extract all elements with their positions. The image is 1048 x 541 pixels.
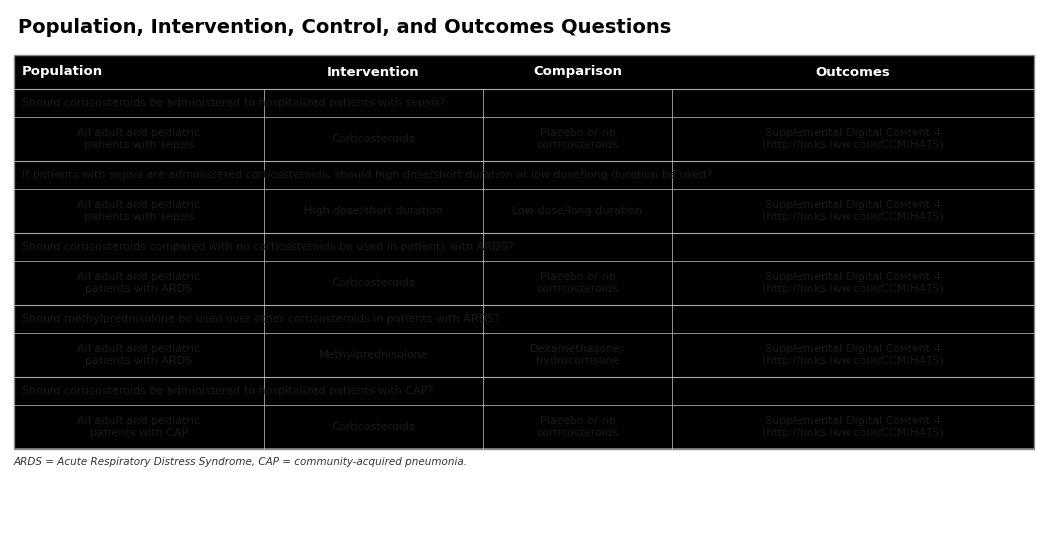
Text: Population, Intervention, Control, and Outcomes Questions: Population, Intervention, Control, and O…: [18, 18, 672, 37]
Text: Methylprednisolone: Methylprednisolone: [319, 350, 429, 360]
Text: All adult and pediatric
patients with sepsis: All adult and pediatric patients with se…: [78, 128, 200, 150]
Text: Intervention: Intervention: [327, 65, 420, 78]
Text: Supplemental Digital Content 4
(http://links.lww.com/CCM/H475): Supplemental Digital Content 4 (http://l…: [762, 416, 944, 438]
Bar: [14, 233, 1034, 261]
Text: Supplemental Digital Content 4
(http://links.lww.com/CCM/H475): Supplemental Digital Content 4 (http://l…: [762, 200, 944, 222]
Bar: [14, 161, 1034, 189]
Text: All adult and pediatric
patients with ARDS: All adult and pediatric patients with AR…: [78, 272, 200, 294]
Text: Low dose/long duration: Low dose/long duration: [512, 206, 642, 216]
Text: If patients with sepsis are administered corticosteroids, should high dose/short: If patients with sepsis are administered…: [22, 170, 712, 180]
Text: Supplemental Digital Content 4
(http://links.lww.com/CCM/H475): Supplemental Digital Content 4 (http://l…: [762, 344, 944, 366]
Bar: [14, 117, 1034, 161]
Text: All adult and pediatric
patients with CAP: All adult and pediatric patients with CA…: [78, 416, 200, 438]
Bar: [14, 55, 1034, 89]
Bar: [14, 89, 1034, 117]
Text: All adult and pediatric
patients with sepsis: All adult and pediatric patients with se…: [78, 200, 200, 222]
Bar: [14, 333, 1034, 377]
Text: Corticosteroids: Corticosteroids: [332, 422, 415, 432]
Bar: [14, 261, 1034, 305]
Text: Placebo or no
corticosteroids: Placebo or no corticosteroids: [537, 272, 618, 294]
Text: ARDS = Acute Respiratory Distress Syndrome, CAP = community-acquired pneumonia.: ARDS = Acute Respiratory Distress Syndro…: [14, 457, 468, 467]
Text: All adult and pediatric
patients with ARDS: All adult and pediatric patients with AR…: [78, 344, 200, 366]
Text: Placebo or no
corticosteroids: Placebo or no corticosteroids: [537, 416, 618, 438]
Text: Should methylprednisolone be used over other corticosteroids in patients with AR: Should methylprednisolone be used over o…: [22, 314, 500, 324]
Text: Corticosteroids: Corticosteroids: [332, 278, 415, 288]
Text: Should corticosteroids be administered to hospitalized patients with sepsis?: Should corticosteroids be administered t…: [22, 98, 445, 108]
Text: Placebo or no
corticosteroids: Placebo or no corticosteroids: [537, 128, 618, 150]
Text: Should corticosteroids compared with no corticosteroids be used in patients with: Should corticosteroids compared with no …: [22, 242, 514, 252]
Text: Outcomes: Outcomes: [815, 65, 891, 78]
Text: Comparison: Comparison: [533, 65, 621, 78]
Text: Supplemental Digital Content 4
(http://links.lww.com/CCM/H475): Supplemental Digital Content 4 (http://l…: [762, 128, 944, 150]
Bar: [14, 55, 1034, 449]
Text: Population: Population: [22, 65, 103, 78]
Bar: [14, 305, 1034, 333]
Text: Dexamethasone,
hydrocortisone: Dexamethasone, hydrocortisone: [530, 344, 625, 366]
Text: Supplemental Digital Content 4
(http://links.lww.com/CCM/H475): Supplemental Digital Content 4 (http://l…: [762, 272, 944, 294]
Text: High dose/short duration: High dose/short duration: [304, 206, 443, 216]
Text: Corticosteroids: Corticosteroids: [332, 134, 415, 144]
Bar: [14, 377, 1034, 405]
Bar: [14, 189, 1034, 233]
Bar: [14, 405, 1034, 449]
Text: Should corticosteroids be administered to hospitalized patients with CAP?: Should corticosteroids be administered t…: [22, 386, 434, 396]
